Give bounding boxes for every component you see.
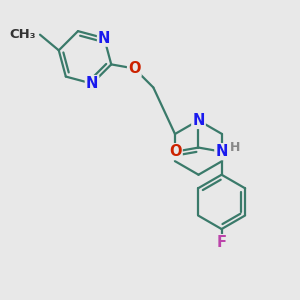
Text: O: O [128,61,141,76]
Text: N: N [192,113,205,128]
Text: O: O [169,144,182,159]
Text: N: N [86,76,98,91]
Text: N: N [98,31,110,46]
Text: F: F [217,235,226,250]
Text: CH₃: CH₃ [10,28,36,41]
Text: N: N [215,144,228,159]
Text: H: H [230,141,240,154]
